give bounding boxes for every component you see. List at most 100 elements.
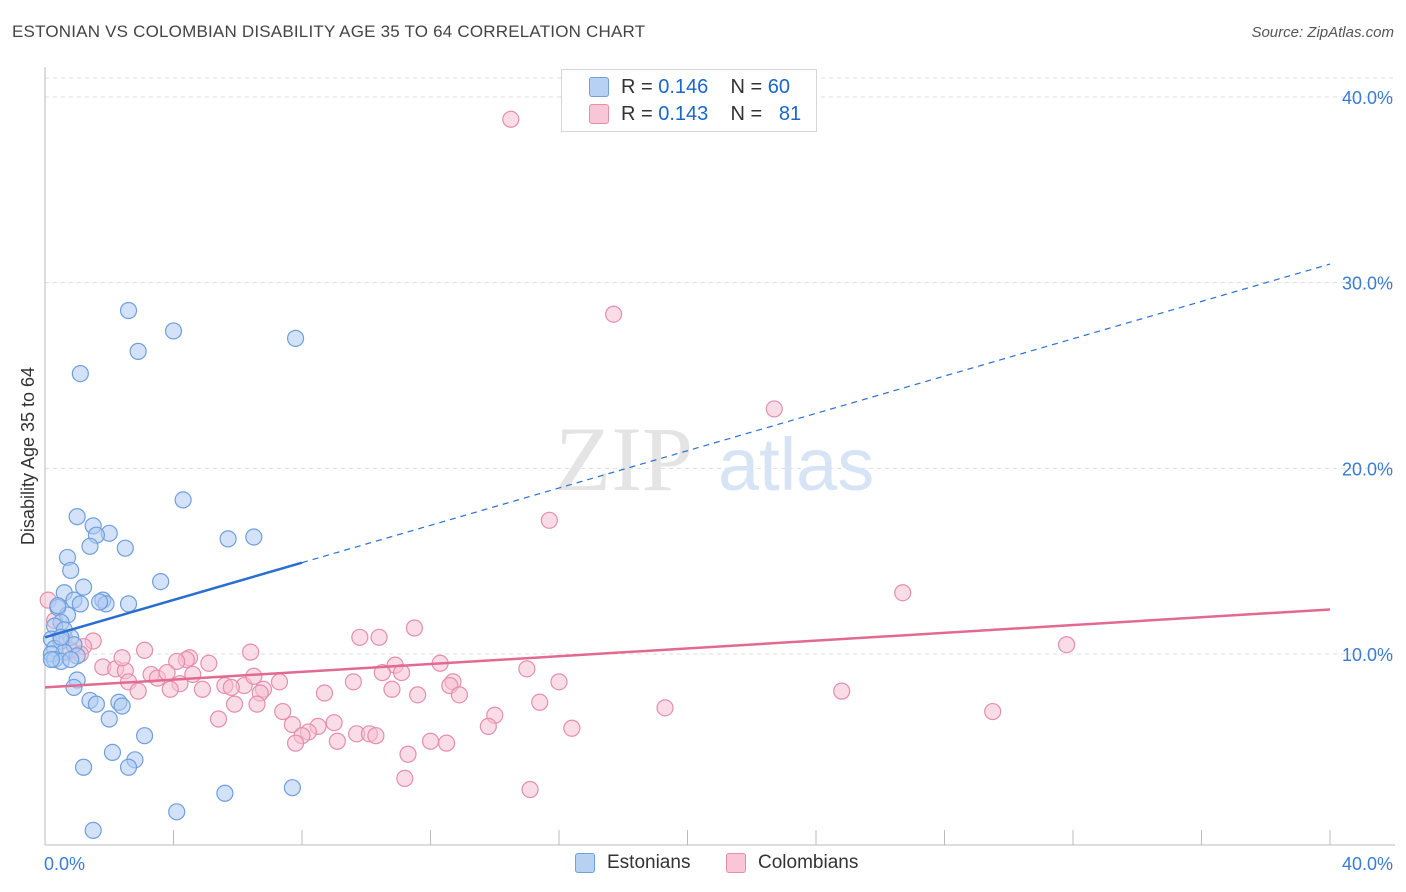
legend-label-estonians: Estonians <box>607 852 691 873</box>
colombians-point <box>399 745 417 763</box>
watermark: ZIP atlas <box>555 408 874 510</box>
colombians-point <box>833 682 851 700</box>
legend-row-estonians: R = 0.146 N = 60 <box>562 75 790 99</box>
estonians-point <box>42 650 61 669</box>
estonians-point <box>216 784 234 802</box>
colombians-point <box>351 628 369 646</box>
colombians-point <box>550 673 568 691</box>
y-tick-label: 30.0% <box>1342 274 1393 294</box>
watermark-zip: ZIP <box>555 408 693 510</box>
colombians-point <box>405 619 424 637</box>
legend-r-label: R = <box>621 75 653 98</box>
estonians-point <box>65 678 83 697</box>
colombians-point <box>113 649 131 667</box>
colombians-point <box>765 400 783 418</box>
estonians-point <box>100 710 118 728</box>
colombians-point <box>315 684 334 702</box>
estonians-point <box>74 578 93 596</box>
colombians-point <box>168 652 186 671</box>
colombians-point <box>242 643 260 661</box>
colombians-point <box>656 699 674 717</box>
estonians-point <box>119 301 138 320</box>
colombians-point <box>437 734 456 752</box>
estonians-point <box>168 803 186 821</box>
legend-r-value: 0.146 <box>658 75 709 98</box>
estonians-legend-icon <box>575 853 595 873</box>
estonians-point <box>219 530 237 548</box>
estonians-point <box>116 539 134 557</box>
y-tick-label: 10.0% <box>1342 645 1393 665</box>
colombians-point <box>270 673 289 691</box>
estonians-point <box>113 697 131 715</box>
colombians-point <box>518 660 536 678</box>
colombians-point <box>383 680 401 698</box>
colombians-swatch <box>589 104 609 124</box>
colombians-point <box>209 710 228 728</box>
colombians-points <box>39 110 1076 799</box>
legend-label-colombians: Colombians <box>758 852 859 873</box>
colombians-point <box>283 715 301 734</box>
estonians-point <box>74 758 93 776</box>
estonians-point <box>68 508 86 526</box>
legend-r-label: R = <box>621 102 653 125</box>
colombians-point <box>328 732 346 750</box>
colombians-point <box>274 702 292 721</box>
y-tick-label: 20.0% <box>1342 459 1393 479</box>
estonians-point <box>164 322 183 340</box>
estonians-point <box>103 743 122 762</box>
axes <box>44 67 1395 846</box>
estonians-point <box>119 758 138 776</box>
colombians-point <box>222 678 240 697</box>
estonians-point <box>174 491 192 509</box>
colombians-point <box>161 680 179 698</box>
colombians-point <box>531 693 549 711</box>
estonians-point <box>119 595 138 613</box>
estonians-trend-dashed <box>301 263 1331 564</box>
colombians-point <box>367 727 385 745</box>
estonians-point <box>286 329 305 347</box>
colombians-point <box>563 719 581 737</box>
y-axis-title: Disability Age 35 to 64 <box>18 367 38 545</box>
colombians-point <box>286 734 305 752</box>
colombians-point <box>200 654 218 672</box>
source-label: Source: ZipAtlas.com <box>1251 24 1394 41</box>
estonians-point <box>152 572 170 591</box>
axis-labels: 10.0% 20.0% 30.0% 40.0% 0.0% 40.0% <box>44 88 1393 874</box>
colombians-point <box>225 695 244 713</box>
estonians-swatch <box>589 77 609 97</box>
estonians-point <box>84 821 102 839</box>
colombians-point <box>193 680 212 698</box>
legend-r-value: 0.143 <box>658 102 709 125</box>
colombians-point <box>135 641 154 659</box>
colombians-point <box>984 702 1002 721</box>
x-tick-label-min: 0.0% <box>44 854 85 874</box>
colombians-point <box>248 695 266 713</box>
estonians-point <box>283 779 301 797</box>
x-tick-label-max: 40.0% <box>1342 854 1393 874</box>
series-legend: Estonians Colombians <box>0 852 1406 876</box>
colombians-point <box>1057 636 1076 654</box>
colombians-point <box>479 717 497 736</box>
colombians-legend-icon <box>726 853 746 873</box>
legend-n-value: 60 <box>767 75 791 98</box>
estonians-point <box>91 593 109 611</box>
colombians-point <box>325 714 343 732</box>
chart-title: ESTONIAN VS COLOMBIAN DISABILITY AGE 35 … <box>12 22 646 41</box>
estonians-point <box>62 561 80 580</box>
colombians-point <box>370 628 388 646</box>
colombians-point <box>409 686 427 704</box>
estonians-point <box>81 537 99 555</box>
colombians-point <box>158 663 176 682</box>
correlation-legend: R = 0.146 N = 60 R = 0.143 N = 81 <box>561 69 817 132</box>
estonians-point <box>135 727 154 745</box>
estonians-point <box>71 365 89 383</box>
estonians-point <box>71 595 89 613</box>
watermark-atlas: atlas <box>718 423 874 506</box>
colombians-point <box>421 732 440 750</box>
gridlines <box>45 77 1395 655</box>
estonians-point <box>245 528 263 546</box>
estonians-point <box>49 597 67 615</box>
colombians-point <box>373 663 391 682</box>
colombians-point <box>129 682 147 700</box>
